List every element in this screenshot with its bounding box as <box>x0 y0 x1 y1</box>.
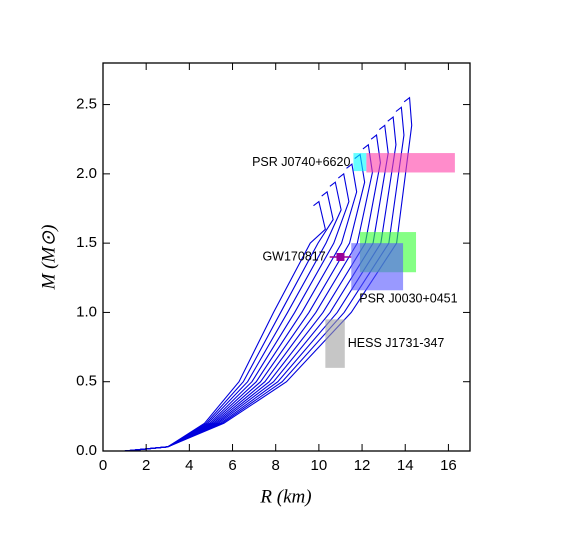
y-tick-label: 1.5 <box>76 234 97 251</box>
y-tick-label: 2.5 <box>76 96 97 113</box>
x-tick-label: 16 <box>440 457 457 474</box>
x-tick-label: 4 <box>185 457 193 474</box>
region-label: PSR J0740+6620 <box>252 155 350 169</box>
y-tick-label: 1.0 <box>76 303 97 320</box>
x-tick-label: 8 <box>272 457 280 474</box>
x-tick-label: 6 <box>228 457 236 474</box>
region-label: PSR J0030+0451 <box>359 292 457 306</box>
x-axis-label: R (km) <box>259 486 311 507</box>
constraint-box <box>353 153 367 172</box>
mass-radius-curve <box>124 163 358 452</box>
data-point <box>336 253 345 261</box>
constraint-box <box>366 153 455 173</box>
y-tick-label: 0.5 <box>76 373 97 390</box>
y-tick-label: 0.0 <box>76 442 97 459</box>
x-tick-label: 12 <box>354 457 371 474</box>
mass-radius-curve <box>124 96 413 452</box>
y-axis-label: M (M⊙) <box>38 225 59 291</box>
x-tick-label: 0 <box>99 457 107 474</box>
y-tick-label: 2.0 <box>76 165 97 182</box>
constraint-box <box>325 319 345 368</box>
constraint-box <box>351 243 404 291</box>
point-label: GW170817 <box>262 249 325 263</box>
x-tick-label: 2 <box>142 457 150 474</box>
x-tick-label: 14 <box>397 457 414 474</box>
x-tick-label: 10 <box>311 457 328 474</box>
plot-frame <box>102 62 471 452</box>
region-label: HESS J1731-347 <box>348 336 445 350</box>
